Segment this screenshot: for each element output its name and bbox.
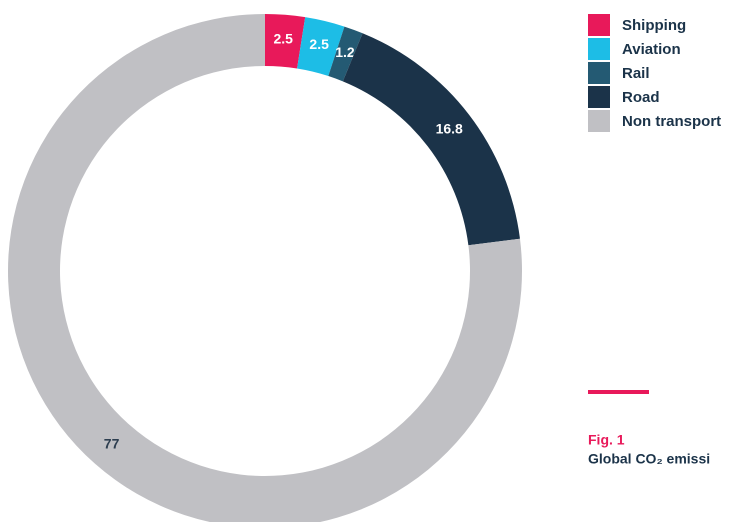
- legend-label: Road: [622, 89, 660, 106]
- caption-title: Global CO₂ emissi: [588, 451, 710, 467]
- legend-swatch: [588, 62, 610, 84]
- slice-label: 2.5: [309, 36, 329, 52]
- legend-swatch: [588, 38, 610, 60]
- slice: [265, 14, 306, 69]
- slice: [328, 26, 363, 82]
- legend-swatch: [588, 110, 610, 132]
- legend-label: Shipping: [622, 17, 686, 34]
- slice-label: 77: [104, 436, 120, 452]
- legend-swatch: [588, 86, 610, 108]
- legend-label: Aviation: [622, 41, 681, 58]
- slice: [342, 33, 520, 246]
- caption-rule: [588, 390, 649, 394]
- legend-swatch: [588, 14, 610, 36]
- slice: [297, 17, 345, 77]
- slice-label: 2.5: [273, 30, 293, 46]
- slice-label: 1.2: [335, 44, 355, 60]
- slice-label: 16.8: [436, 121, 463, 137]
- legend-label: Rail: [622, 65, 650, 82]
- legend-label: Non transport: [622, 113, 721, 130]
- caption-label: Fig. 1: [588, 432, 625, 448]
